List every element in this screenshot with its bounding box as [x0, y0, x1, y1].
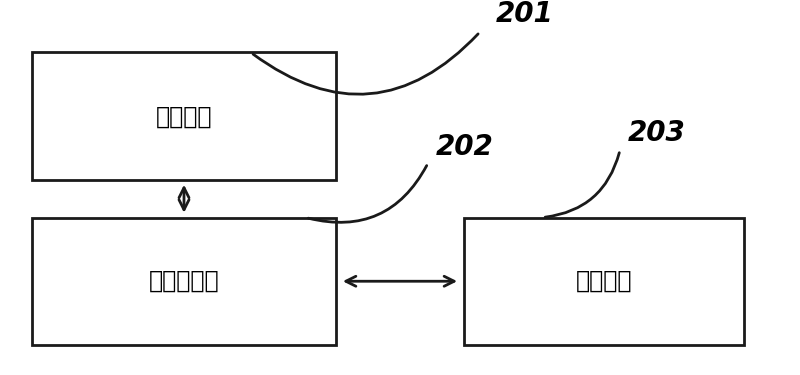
Bar — [32, 53, 336, 180]
Text: 203: 203 — [628, 119, 686, 147]
Bar — [32, 217, 336, 345]
Bar — [464, 217, 744, 345]
Text: 控制中心: 控制中心 — [576, 269, 632, 293]
Text: 201: 201 — [496, 0, 554, 28]
Text: 处理器模块: 处理器模块 — [149, 269, 219, 293]
Text: 202: 202 — [436, 132, 494, 160]
Text: 检测模块: 检测模块 — [156, 104, 212, 128]
